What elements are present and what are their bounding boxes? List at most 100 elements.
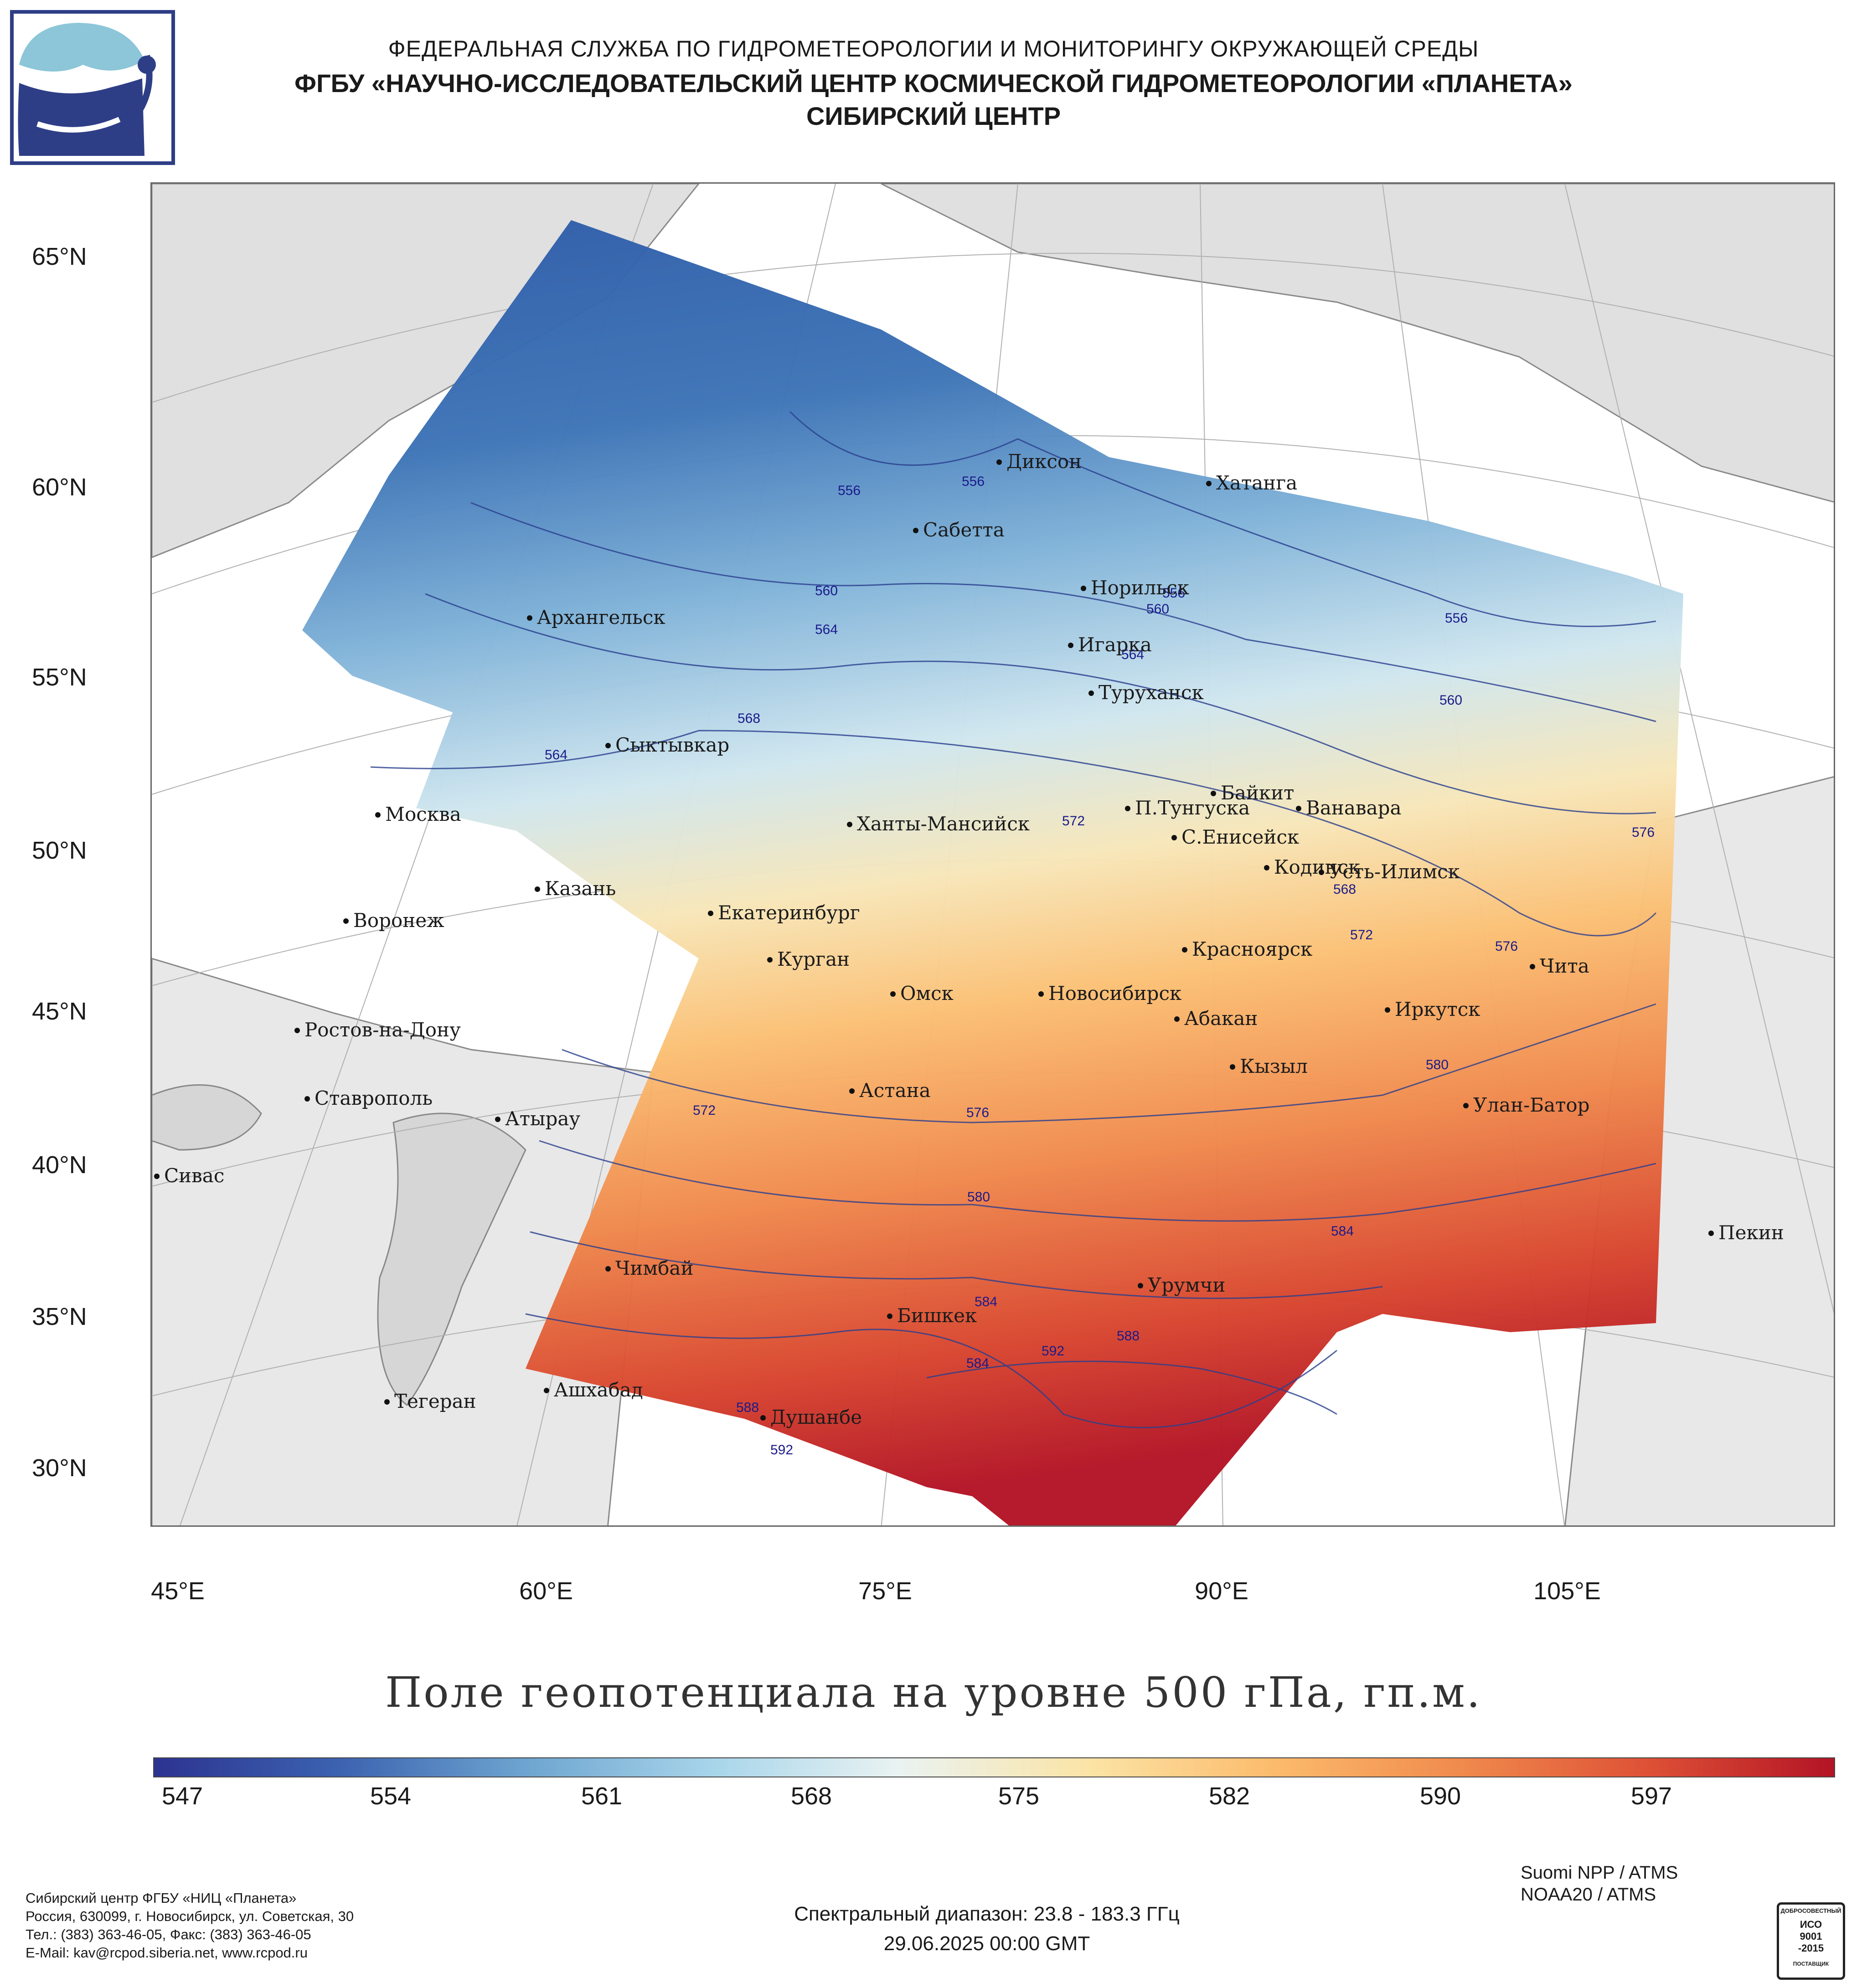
iso-bottom-text: ПОСТАВЩИК <box>1793 1961 1829 1967</box>
contour-label: 572 <box>693 1103 716 1118</box>
iso-top-text: ДОБРОСОВЕСТНЫЙ <box>1780 1907 1841 1914</box>
contour-label: 560 <box>1146 602 1170 617</box>
city-label: Чита <box>1530 955 1589 977</box>
contour-label: 580 <box>967 1190 990 1205</box>
lat-label: 35°N <box>32 1303 87 1330</box>
city-label: Сабетта <box>913 519 1005 541</box>
lon-label: 105°E <box>1533 1577 1601 1605</box>
city-label: Ашхабад <box>544 1379 643 1401</box>
city-label: Воронеж <box>343 909 444 932</box>
header-center: СИБИРСКИЙ ЦЕНТР <box>806 102 1061 130</box>
city-label: Ханты-Мансийск <box>846 813 1030 835</box>
city-label: Усть-Илимск <box>1319 860 1460 883</box>
geopotential-map <box>150 182 1835 1527</box>
city-label: Казань <box>534 877 616 900</box>
city-label: Кодинск <box>1264 856 1361 878</box>
footer-contacts: Сибирский центр ФГБУ «НИЦ «Планета» Росс… <box>26 1889 354 1962</box>
contour-label: 588 <box>1117 1329 1140 1344</box>
city-label: Москва <box>375 803 461 825</box>
contour-label: 564 <box>545 747 568 762</box>
colorbar-tick: 582 <box>1208 1782 1250 1810</box>
land-arctic-coast <box>881 184 1834 503</box>
city-label: Туруханск <box>1088 681 1204 704</box>
contour-label: 556 <box>962 474 985 489</box>
city-label: Астана <box>849 1079 931 1102</box>
iso-certification-badge: ДОБРОСОВЕСТНЫЙ ИСО 9001 -2015 ПОСТАВЩИК <box>1777 1902 1845 1980</box>
satellite-2: NOAA20 / ATMS <box>1521 1885 1656 1905</box>
map-title: Поле геопотенциала на уровне 500 гПа, гп… <box>385 1668 1482 1717</box>
contour-label: 564 <box>1121 647 1145 662</box>
city-label: Красноярск <box>1181 938 1313 960</box>
lon-label: 45°E <box>151 1577 205 1605</box>
lat-label: 30°N <box>32 1454 87 1482</box>
geopotential-field <box>302 220 1683 1525</box>
city-label: Тегеран <box>384 1390 476 1412</box>
lat-label: 40°N <box>32 1151 87 1179</box>
lat-label: 45°N <box>32 998 87 1025</box>
colorbar-tick: 554 <box>370 1782 412 1810</box>
city-label: Пекин <box>1708 1221 1784 1244</box>
colorbar-tick: 561 <box>581 1782 623 1810</box>
lat-label: 65°N <box>32 243 87 270</box>
city-label: Абакан <box>1174 1007 1258 1030</box>
lon-label: 60°E <box>519 1577 573 1605</box>
contour-label: 564 <box>815 622 838 637</box>
contour-label: 568 <box>1333 882 1356 897</box>
contour-label: 556 <box>838 483 861 498</box>
contour-label: 556 <box>1445 611 1468 626</box>
contour-label: 560 <box>1439 693 1463 708</box>
city-label: Игарка <box>1068 633 1152 656</box>
city-label: Атырау <box>495 1107 581 1130</box>
caspian-sea <box>377 1112 526 1406</box>
contour-label: 592 <box>1042 1344 1065 1359</box>
city-label: Чимбай <box>605 1257 694 1279</box>
planeta-logo <box>10 10 175 165</box>
city-label: Курган <box>767 948 850 970</box>
city-label: Диксон <box>996 450 1082 473</box>
iso-main-2: 9001 <box>1800 1931 1822 1942</box>
city-label: Улан-Батор <box>1463 1094 1590 1116</box>
contour-label: 572 <box>1350 927 1373 942</box>
contour-label: 592 <box>770 1442 794 1458</box>
contour-label: 584 <box>1331 1224 1354 1239</box>
city-label: П.Тунгуска <box>1124 797 1250 819</box>
colorbar-tick: 575 <box>998 1782 1040 1810</box>
header-agency: ФЕДЕРАЛЬНАЯ СЛУЖБА ПО ГИДРОМЕТЕОРОЛОГИИ … <box>388 36 1479 62</box>
contour-label: 576 <box>966 1105 990 1120</box>
city-label: Байкит <box>1210 782 1295 804</box>
city-label: Новосибирск <box>1038 982 1182 1004</box>
city-label: Архангельск <box>527 606 665 628</box>
spectral-range: Спектральный диапазон: 23.8 - 183.3 ГГц <box>794 1903 1180 1925</box>
header-organization: ФГБУ «НАУЧНО-ИССЛЕДОВАТЕЛЬСКИЙ ЦЕНТР КОС… <box>294 69 1573 98</box>
contour-label: 576 <box>1495 939 1518 954</box>
lon-label: 90°E <box>1195 1577 1248 1605</box>
city-label: Сыктывкар <box>605 734 730 756</box>
contour-label: 572 <box>1062 814 1085 829</box>
city-label: Ванавара <box>1296 797 1402 819</box>
lat-label: 50°N <box>32 837 87 864</box>
lon-label: 75°E <box>858 1577 912 1605</box>
city-label: Иркутск <box>1384 998 1480 1020</box>
contour-label: 580 <box>1426 1057 1449 1072</box>
city-label: Норильск <box>1080 577 1190 599</box>
colorbar <box>153 1757 1835 1777</box>
city-label: Екатеринбург <box>708 901 860 924</box>
iso-main-3: -2015 <box>1798 1942 1824 1954</box>
city-label: Душанбе <box>760 1406 862 1428</box>
city-label: Бишкек <box>887 1304 977 1327</box>
city-label: Хатанга <box>1206 472 1298 494</box>
footer-phone: Тел.: (383) 363-46-05, Факс: (383) 363-4… <box>26 1926 311 1942</box>
colorbar-tick: 597 <box>1630 1782 1672 1810</box>
satellite-1: Suomi NPP / ATMS <box>1521 1863 1678 1883</box>
city-label: Кызыл <box>1230 1055 1308 1077</box>
contour-label: 584 <box>966 1356 990 1371</box>
contour-label: 556 <box>1162 586 1186 601</box>
contour-label: 576 <box>1632 825 1655 840</box>
city-label: Сивас <box>154 1164 225 1187</box>
contour-label: 588 <box>736 1400 759 1415</box>
footer-org: Сибирский центр ФГБУ «НИЦ «Планета» <box>26 1890 297 1906</box>
contour-label: 568 <box>738 711 761 726</box>
colorbar-tick: 568 <box>790 1782 832 1810</box>
footer-address: Россия, 630099, г. Новосибирск, ул. Сове… <box>26 1908 354 1924</box>
city-label: Урумчи <box>1137 1274 1226 1296</box>
